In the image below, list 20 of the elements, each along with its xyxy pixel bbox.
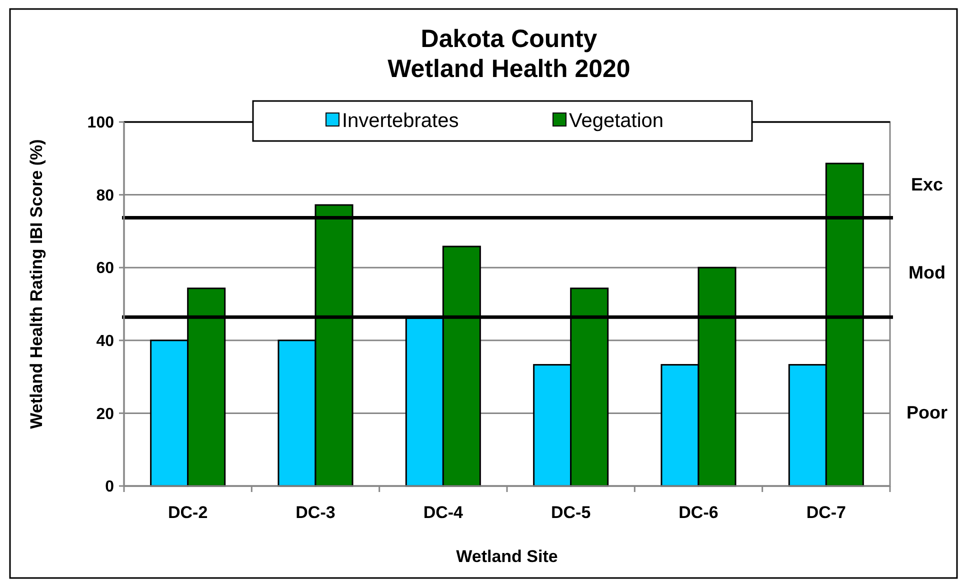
x-tick-label: DC-5 [550, 503, 591, 522]
text: Mod [908, 262, 946, 282]
y-tick-label: 80 [96, 187, 114, 204]
y-tick-label: 20 [96, 406, 114, 423]
y-tick-label: 40 [96, 333, 114, 350]
chart-title: Dakota County Wetland Health 2020 [388, 25, 630, 83]
y-tick-label: 60 [96, 260, 114, 278]
text: Exc [910, 174, 944, 194]
y-axis-title: Wetland Health Rating IBI Score (%) [27, 139, 46, 429]
legend-label: Vegetation [569, 110, 664, 132]
x-tick-label: DC-3 [296, 503, 336, 522]
x-tick-label: DC-2 [168, 503, 208, 522]
x-axis-title: Wetland Site [456, 547, 558, 566]
y-tick-label: 100 [87, 114, 114, 132]
x-tick-label: DC-6 [678, 503, 718, 522]
x-tick-label: DC-4 [423, 503, 464, 522]
y-tick-label: 0 [105, 478, 114, 496]
legend-label: Invertebrates [342, 110, 459, 132]
text: Poor [906, 402, 948, 422]
x-tick-label: DC-7 [806, 503, 846, 522]
